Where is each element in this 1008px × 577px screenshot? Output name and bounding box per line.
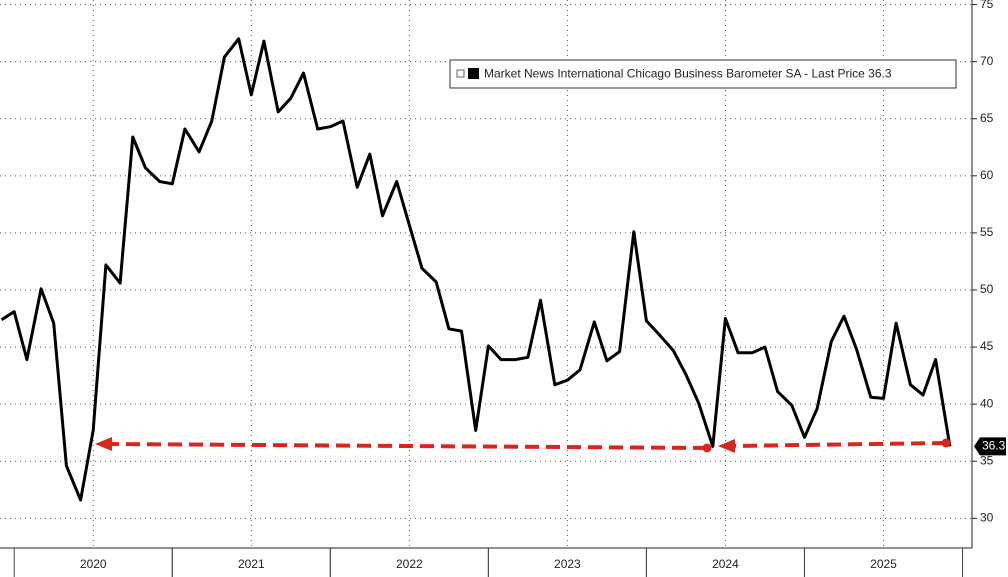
y-tick-label: 35 xyxy=(980,453,994,467)
legend: Market News International Chicago Busine… xyxy=(449,59,957,89)
x-tick-label: 2025 xyxy=(870,557,897,571)
x-tick-label: 2020 xyxy=(80,557,107,571)
last-price-label: 36.3 xyxy=(982,439,1006,453)
arrow-dot xyxy=(702,443,712,453)
line-series xyxy=(0,37,952,502)
legend-toggle[interactable] xyxy=(456,69,465,78)
annotation-arrows xyxy=(95,437,951,453)
y-tick-label: 75 xyxy=(980,0,994,11)
x-tick-label: 2022 xyxy=(396,557,423,571)
y-tick-label: 40 xyxy=(980,396,994,410)
legend-box xyxy=(449,59,957,89)
last-price-badge xyxy=(974,437,1006,456)
x-tick-label: 2023 xyxy=(554,557,581,571)
dashed-arrow xyxy=(730,441,947,448)
legend-label: Market News International Chicago Busine… xyxy=(484,67,892,81)
arrow-head xyxy=(718,439,735,453)
y-tick-label: 65 xyxy=(980,111,994,125)
y-tick-label: 60 xyxy=(980,168,994,182)
y-tick-label: 50 xyxy=(980,282,994,296)
x-tick-label: 2021 xyxy=(238,557,265,571)
arrow-dot xyxy=(941,438,951,448)
y-tick-label: 70 xyxy=(980,54,994,68)
arrow-head xyxy=(95,437,112,451)
y-tick-label: 55 xyxy=(980,225,994,239)
y-tick-label: 45 xyxy=(980,339,994,353)
y-tick-label: 30 xyxy=(980,510,994,524)
legend-swatch xyxy=(468,68,479,79)
x-tick-label: 2024 xyxy=(712,557,739,571)
dashed-arrow xyxy=(107,442,708,450)
plot xyxy=(0,0,972,548)
